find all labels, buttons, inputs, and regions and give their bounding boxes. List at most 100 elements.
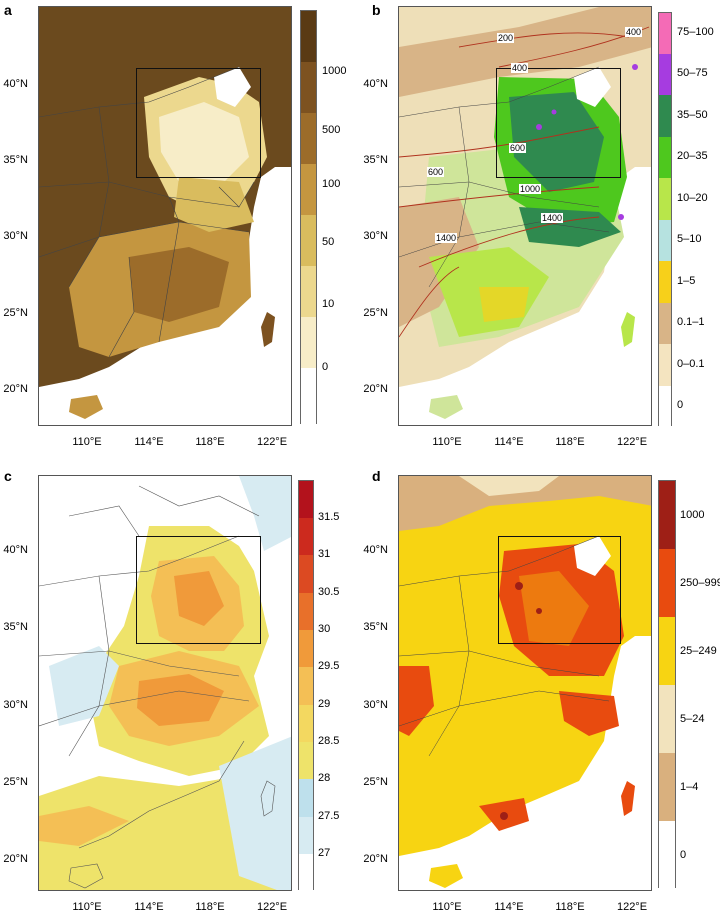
colorbar-label: 5–24: [680, 713, 705, 725]
temperature-map-graphic: [39, 476, 291, 890]
lat-label: 20°N: [363, 383, 388, 395]
lon-label: 118°E: [195, 901, 225, 913]
colorbar-label: 28: [318, 772, 331, 784]
colorbar-label: 5–10: [677, 233, 702, 245]
colorbar-swatch: [301, 368, 316, 425]
population-colorbar: [658, 480, 676, 889]
lat-label: 40°N: [3, 78, 28, 90]
colorbar-label: 0–0.1: [677, 358, 705, 370]
colorbar-swatch: [659, 481, 675, 549]
colorbar-swatch: [659, 220, 671, 261]
contour-label: 1000: [519, 184, 542, 194]
elevation-colorbar: [300, 10, 317, 425]
colorbar-swatch: [659, 821, 675, 889]
colorbar-swatch: [659, 303, 671, 344]
colorbar-swatch: [299, 854, 313, 891]
colorbar-swatch: [301, 11, 316, 62]
colorbar-swatch: [299, 481, 313, 518]
lat-label: 25°N: [3, 307, 28, 319]
colorbar-label: 0: [680, 849, 687, 861]
colorbar-label: 28.5: [318, 735, 340, 747]
colorbar-swatch: [659, 549, 675, 617]
contour-label: 600: [509, 143, 527, 153]
study-area-box: [496, 68, 621, 178]
contour-label: 200: [497, 33, 515, 43]
colorbar-swatch: [299, 779, 313, 817]
contour-label: 1400: [435, 233, 458, 243]
contour-label: 1400: [541, 213, 564, 223]
lat-label: 30°N: [363, 230, 388, 242]
colorbar-label: 29.5: [318, 660, 340, 672]
lat-label: 20°N: [363, 853, 388, 865]
colorbar-swatch: [301, 215, 316, 266]
colorbar-label: 29: [318, 698, 331, 710]
colorbar-swatch: [299, 593, 313, 630]
colorbar-swatch: [299, 518, 313, 555]
lon-label: 114°E: [494, 436, 524, 448]
elevation-map: [38, 6, 292, 426]
colorbar-label: 50: [322, 236, 335, 248]
hazard-map-graphic: [399, 7, 651, 425]
colorbar-label: 27: [318, 847, 331, 859]
lat-label: 25°N: [363, 307, 388, 319]
colorbar-label: 50–75: [677, 67, 708, 79]
colorbar-swatch: [299, 667, 313, 705]
colorbar-swatch: [299, 817, 313, 854]
colorbar-swatch: [659, 261, 671, 303]
lat-label: 40°N: [363, 544, 388, 556]
colorbar-swatch: [659, 178, 671, 220]
colorbar-swatch: [299, 630, 313, 667]
colorbar-label: 20–35: [677, 150, 708, 162]
colorbar-label: 10: [322, 298, 335, 310]
colorbar-swatch: [299, 742, 313, 779]
lon-label: 122°E: [616, 436, 648, 448]
colorbar-swatch: [299, 555, 313, 593]
lat-label: 20°N: [3, 383, 28, 395]
colorbar-label: 0: [677, 399, 684, 411]
lat-label: 30°N: [363, 699, 388, 711]
colorbar-swatch: [659, 95, 671, 137]
lon-label: 110°E: [432, 436, 462, 448]
lon-label: 110°E: [72, 436, 102, 448]
colorbar-label: 1–5: [677, 275, 696, 287]
colorbar-swatch: [659, 685, 675, 753]
lat-label: 30°N: [3, 699, 28, 711]
colorbar-label: 30.5: [318, 586, 340, 598]
temperature-map: [38, 475, 292, 891]
colorbar-label: 35–50: [677, 109, 708, 121]
colorbar-label: 0.1–1: [677, 316, 705, 328]
temperature-colorbar: [298, 480, 314, 891]
colorbar-swatch: [659, 137, 671, 178]
lat-label: 35°N: [3, 154, 28, 166]
panel-letter-d: d: [372, 468, 381, 484]
hazard-map: 200 400 400 600 600 1000 1400 1400: [398, 6, 652, 426]
colorbar-swatch: [659, 386, 671, 427]
lat-label: 35°N: [363, 621, 388, 633]
lon-label: 122°E: [256, 436, 288, 448]
colorbar-label: 25–249: [680, 645, 717, 657]
colorbar-swatch: [659, 753, 675, 821]
colorbar-label: 0: [322, 361, 329, 373]
colorbar-label: 30: [318, 623, 331, 635]
colorbar-label: 31: [318, 548, 331, 560]
colorbar-swatch: [659, 344, 671, 386]
lat-label: 40°N: [3, 544, 28, 556]
panel-letter-a: a: [4, 2, 12, 18]
population-map: [398, 475, 652, 891]
colorbar-swatch: [301, 317, 316, 368]
colorbar-label: 75–100: [677, 26, 714, 38]
colorbar-swatch: [299, 705, 313, 742]
colorbar-label: 250–999: [680, 577, 720, 589]
colorbar-swatch: [301, 62, 316, 113]
lon-label: 122°E: [616, 901, 648, 913]
lon-label: 118°E: [555, 901, 585, 913]
panel-letter-c: c: [4, 468, 12, 484]
lon-label: 118°E: [555, 436, 585, 448]
lat-label: 25°N: [363, 776, 388, 788]
colorbar-label: 100: [322, 178, 341, 190]
lon-label: 114°E: [134, 436, 164, 448]
colorbar-label: 31.5: [318, 511, 340, 523]
colorbar-swatch: [301, 266, 316, 317]
colorbar-label: 500: [322, 124, 341, 136]
lon-label: 114°E: [494, 901, 524, 913]
